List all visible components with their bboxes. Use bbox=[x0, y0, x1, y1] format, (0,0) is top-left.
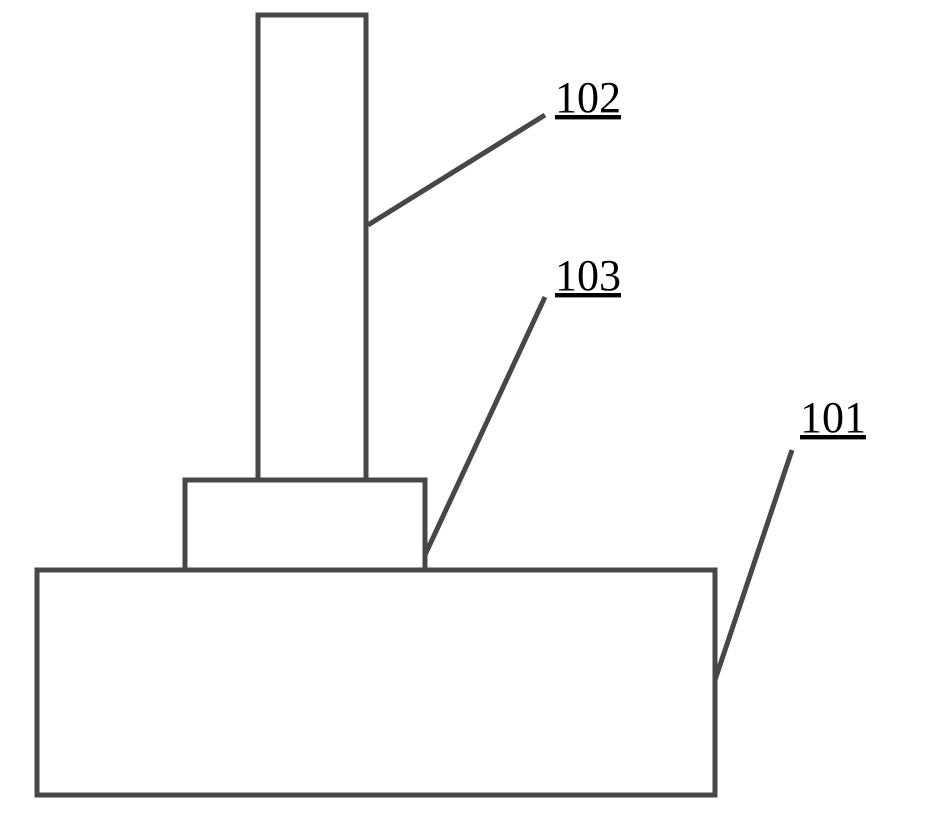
top-block bbox=[258, 15, 366, 480]
label-101: 101 bbox=[800, 393, 866, 442]
leader-line-101 bbox=[715, 450, 792, 680]
base-block bbox=[37, 570, 715, 795]
leader-line-102 bbox=[368, 115, 545, 225]
label-102: 102 bbox=[555, 73, 621, 122]
leader-line-103 bbox=[425, 297, 545, 555]
middle-block bbox=[185, 480, 425, 570]
label-103: 103 bbox=[555, 251, 621, 300]
